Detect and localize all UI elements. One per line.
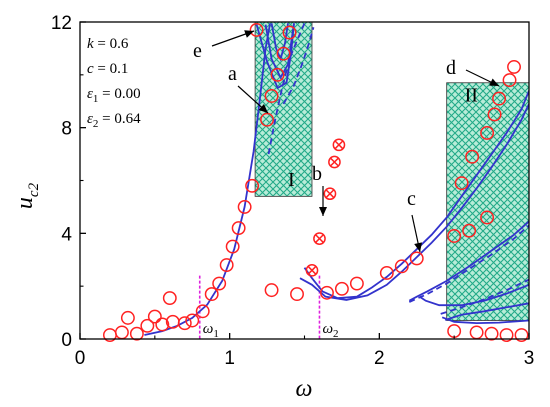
marker-open-42 <box>485 328 497 340</box>
annotation-label-e: e <box>193 40 202 62</box>
marker-open-47 <box>508 61 520 73</box>
param-4: ε2 = 0.64 <box>87 111 141 130</box>
marker-open-6 <box>149 310 161 322</box>
region-label-1: I <box>288 169 295 191</box>
marker-open-12 <box>197 305 209 317</box>
marker-open-27 <box>291 288 303 300</box>
marker-open-33 <box>411 252 423 264</box>
y-axis-label-subscript: c2 <box>26 182 42 197</box>
annotation-label-c: c <box>407 188 416 210</box>
marker-crossed-5 <box>333 139 344 150</box>
marker-open-3 <box>122 312 134 324</box>
marker-open-34 <box>448 325 460 337</box>
guide-label-2: ω2 <box>322 321 338 340</box>
y-axis-label: uc2 <box>12 182 42 209</box>
marker-crossed-3 <box>324 188 335 199</box>
x-tick-label-2: 1 <box>224 348 235 369</box>
region-label-2: II <box>465 84 478 106</box>
marker-open-26 <box>265 284 277 296</box>
y-tick-label-3: 8 <box>61 119 72 140</box>
x-axis-label: ω <box>296 376 313 402</box>
annotation-label-d: d <box>446 57 456 79</box>
annotation-e: e <box>193 30 254 62</box>
annotation-b: b <box>312 163 327 216</box>
marker-open-30 <box>351 277 363 289</box>
guide-label-1: ω1 <box>203 321 219 340</box>
marker-crossed-2 <box>314 233 325 244</box>
x-tick-label-4: 3 <box>524 348 535 369</box>
y-tick-label-4: 12 <box>51 13 72 34</box>
annotation-label-b: b <box>312 163 322 185</box>
marker-open-29 <box>336 283 348 295</box>
marker-open-4 <box>131 328 143 340</box>
y-tick-label-1: 0 <box>61 330 72 351</box>
marker-open-39 <box>470 326 482 338</box>
annotation-arrowhead-b <box>319 207 327 216</box>
annotation-c: c <box>407 188 422 252</box>
param-1: k = 0.6 <box>87 36 129 52</box>
y-axis-label-main: u <box>12 197 38 209</box>
marker-crossed-1 <box>306 265 317 276</box>
param-2: c = 0.1 <box>87 61 128 77</box>
x-tick-label-1: 0 <box>75 348 86 369</box>
parameter-box: k = 0.6 c = 0.1 ε1 = 0.00 ε2 = 0.64 <box>87 36 141 130</box>
annotation-label-a: a <box>228 63 237 85</box>
annotation-d: d <box>446 57 499 86</box>
x-tick-label-3: 2 <box>374 348 385 369</box>
param-3: ε1 = 0.00 <box>87 86 141 105</box>
marker-open-14 <box>213 277 225 289</box>
marker-open-8 <box>164 292 176 304</box>
marker-open-2 <box>116 326 128 338</box>
marker-crossed-4 <box>329 156 340 167</box>
y-tick-label-2: 4 <box>61 224 72 245</box>
